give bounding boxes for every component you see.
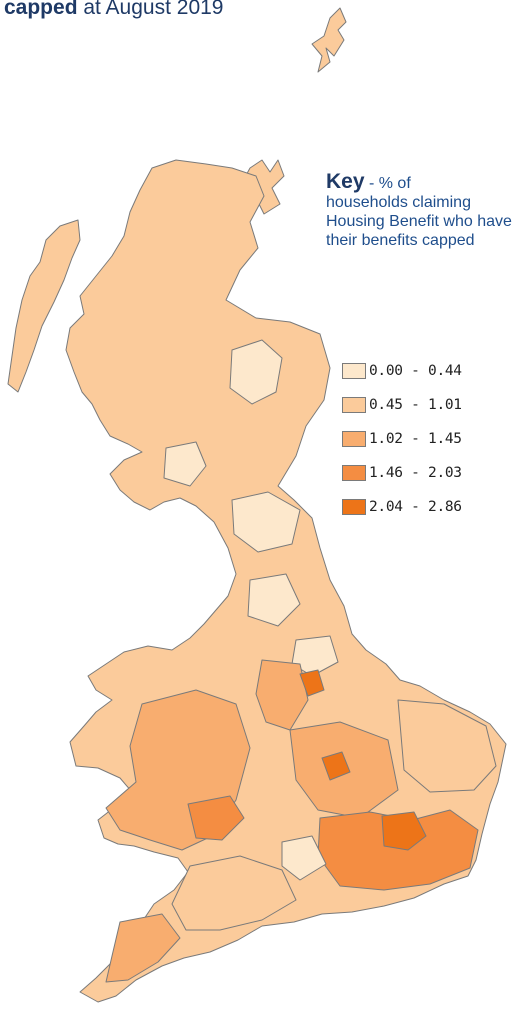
- region-wiltshire: [281, 835, 327, 881]
- key-dash: -: [364, 175, 379, 192]
- title-bold-word: capped: [4, 0, 78, 19]
- legend-item: 2.04 - 2.86: [342, 490, 512, 524]
- region-south-wales: [187, 795, 245, 841]
- legend-item: 0.45 - 1.01: [342, 388, 512, 422]
- region-cumbria: [247, 573, 301, 627]
- region-perth: [163, 441, 207, 487]
- legend-swatch: [342, 397, 366, 413]
- region-borders: [231, 491, 301, 553]
- map-title: capped at August 2019: [4, 0, 224, 20]
- legend-label: 1.02 - 1.45: [369, 431, 462, 447]
- region-cornwall-devon: [105, 913, 181, 983]
- legend-item: 1.02 - 1.45: [342, 422, 512, 456]
- legend-swatch: [342, 363, 366, 379]
- map-legend: 0.00 - 0.44 0.45 - 1.01 1.02 - 1.45 1.46…: [342, 354, 512, 524]
- shetland-islands: [311, 7, 347, 73]
- map-key: Key - % of households claiming Housing B…: [326, 170, 518, 250]
- legend-swatch: [342, 431, 366, 447]
- legend-label: 0.45 - 1.01: [369, 397, 462, 413]
- map-land: [7, 7, 507, 1003]
- region-manchester: [299, 669, 325, 697]
- region-west-midlands-core: [321, 751, 351, 781]
- legend-label: 1.46 - 2.03: [369, 465, 462, 481]
- title-rest: at August 2019: [77, 0, 224, 19]
- legend-swatch: [342, 499, 366, 515]
- region-east-anglia: [397, 699, 497, 793]
- key-description: households claiming Housing Benefit who …: [326, 194, 512, 249]
- legend-swatch: [342, 465, 366, 481]
- key-text-line1: % of: [378, 175, 411, 192]
- region-highland: [229, 339, 283, 405]
- region-yorkshire-dales: [291, 635, 339, 677]
- legend-item: 0.00 - 0.44: [342, 354, 512, 388]
- region-london: [381, 811, 427, 851]
- region-south-west: [171, 855, 297, 931]
- outer-hebrides: [7, 219, 81, 393]
- legend-label: 0.00 - 0.44: [369, 363, 462, 379]
- key-heading: Key: [326, 170, 365, 193]
- legend-label: 2.04 - 2.86: [369, 499, 462, 515]
- legend-item: 1.46 - 2.03: [342, 456, 512, 490]
